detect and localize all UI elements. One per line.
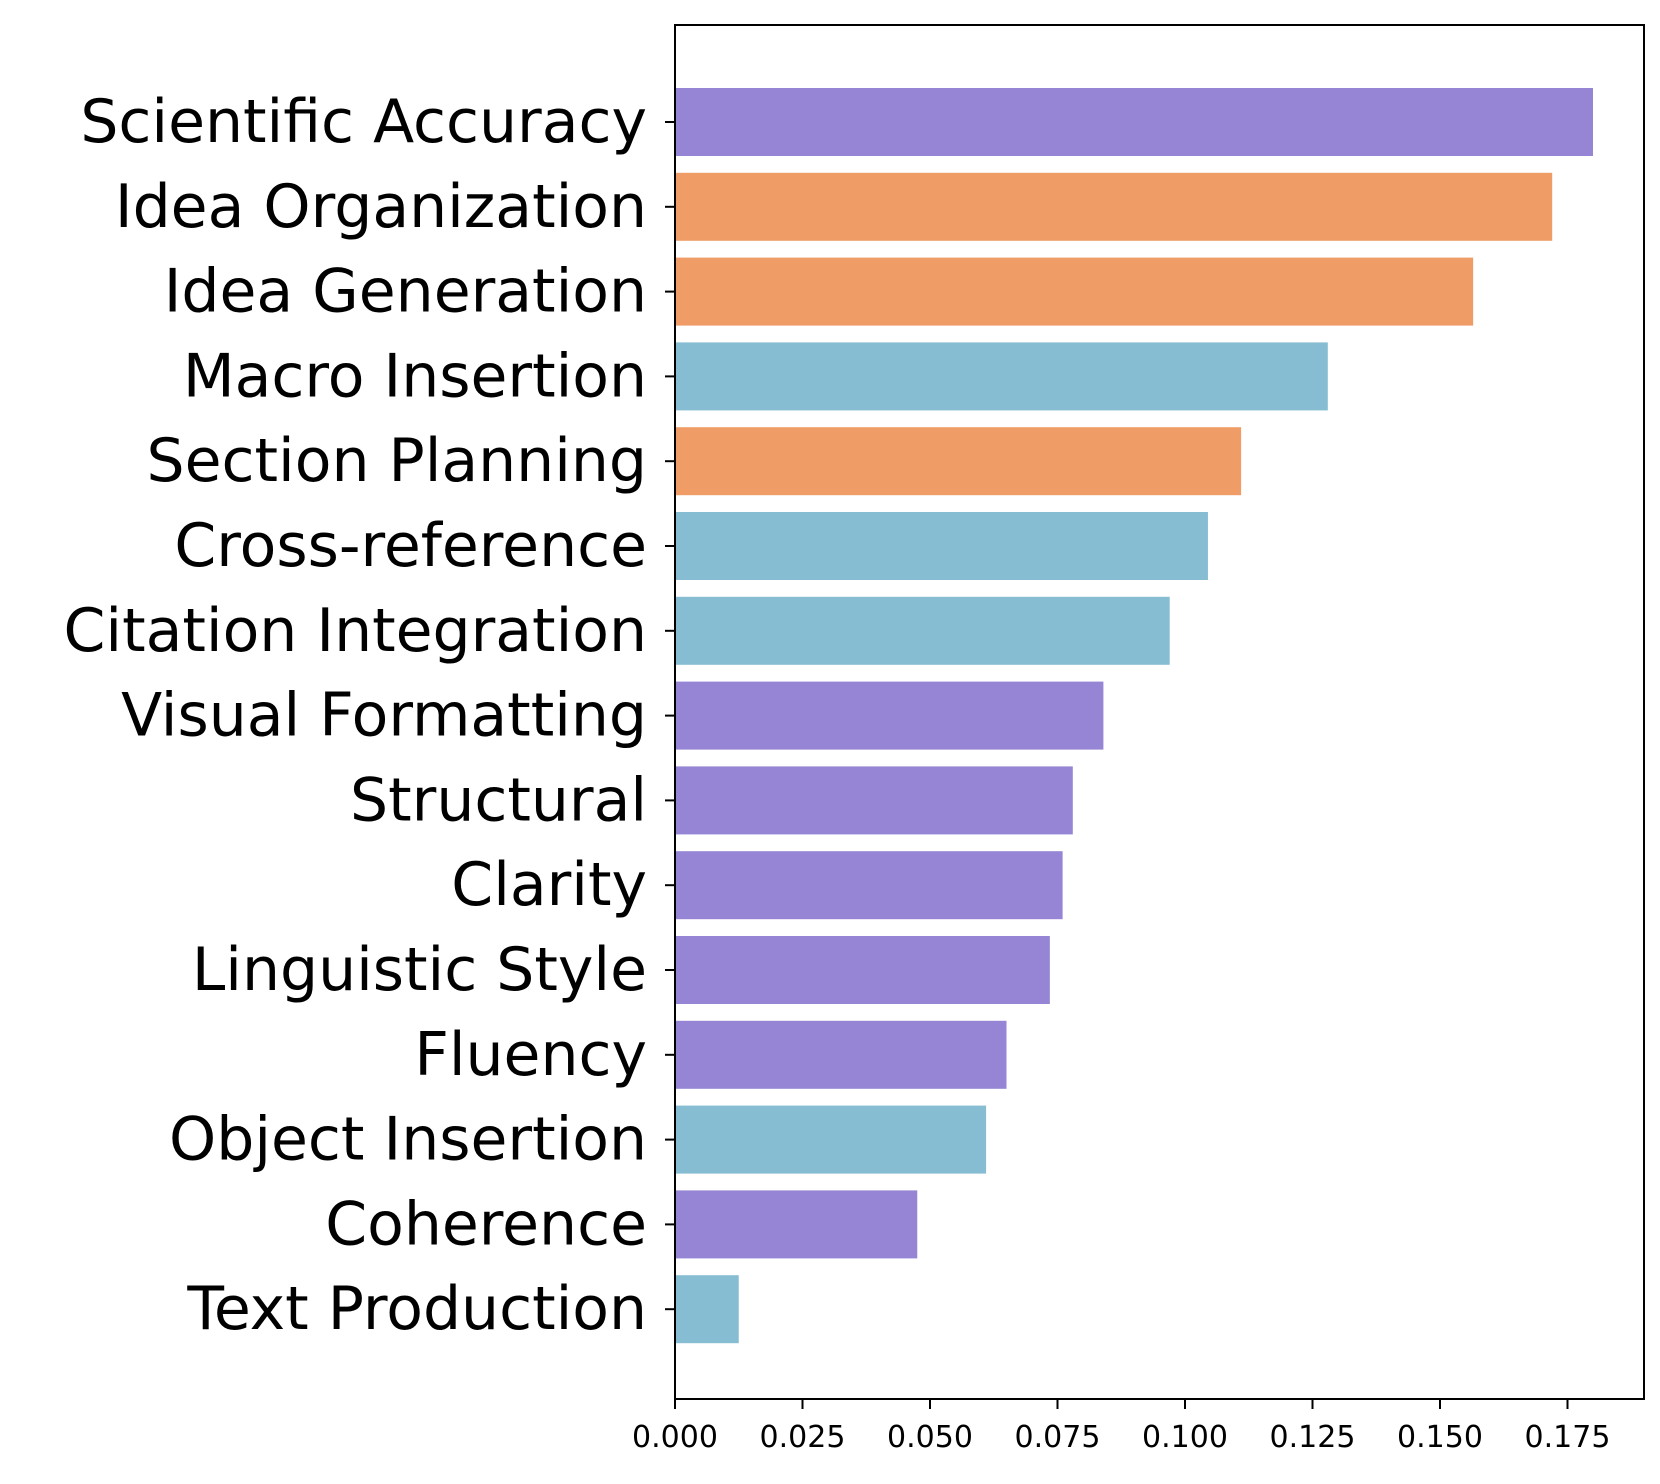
x-tick-label: 0.050 — [887, 1420, 973, 1455]
bar — [675, 88, 1593, 156]
x-tick-label: 0.000 — [632, 1420, 718, 1455]
bar — [675, 172, 1553, 241]
bar — [675, 342, 1328, 411]
bars-group — [675, 88, 1593, 1344]
x-tick-label: 0.025 — [760, 1420, 846, 1455]
bar — [675, 851, 1063, 920]
y-tick-label: Citation Integration — [64, 596, 647, 666]
x-tick-label: 0.100 — [1142, 1420, 1228, 1455]
y-tick-label: Structural — [350, 765, 647, 835]
bar — [675, 257, 1474, 326]
y-tick-label: Macro Insertion — [183, 341, 647, 411]
y-tick-label: Object Insertion — [169, 1105, 647, 1175]
y-tick-label: Section Planning — [147, 426, 647, 496]
x-tick-label: 0.075 — [1015, 1420, 1101, 1455]
bar — [675, 1020, 1007, 1089]
bar — [675, 681, 1104, 750]
bar — [675, 427, 1242, 496]
bar — [675, 936, 1050, 1004]
y-tick-label: Visual Formatting — [121, 681, 647, 751]
bar — [675, 1105, 987, 1174]
x-tick-label: 0.150 — [1397, 1420, 1483, 1455]
plot-frame — [674, 24, 1645, 1400]
bar — [675, 1190, 918, 1259]
x-tick-label: 0.125 — [1270, 1420, 1356, 1455]
y-tick-label: Text Production — [186, 1274, 647, 1344]
y-tick-label: Idea Generation — [164, 257, 647, 327]
y-tick-label: Idea Organization — [115, 172, 647, 242]
y-tick-label: Scientific Accuracy — [80, 87, 647, 157]
x-axis-labels: 0.000 0.025 0.050 0.075 0.100 0.125 0.150 0.175 — [632, 1420, 1610, 1455]
y-axis-ticks — [665, 121, 675, 1311]
bar — [675, 1275, 739, 1344]
x-axis-ticks — [674, 1399, 1569, 1409]
y-tick-label: Coherence — [325, 1189, 647, 1259]
bar — [675, 512, 1208, 580]
y-tick-label: Fluency — [414, 1020, 647, 1090]
bar — [675, 596, 1170, 665]
bar — [675, 766, 1073, 835]
y-tick-label: Clarity — [451, 850, 647, 920]
x-tick-label: 0.175 — [1525, 1420, 1611, 1455]
y-tick-label: Cross-reference — [174, 511, 647, 581]
y-axis-labels: Scientific Accuracy Idea Organization Idea… — [64, 87, 647, 1344]
y-tick-label: Linguistic Style — [192, 935, 647, 1005]
